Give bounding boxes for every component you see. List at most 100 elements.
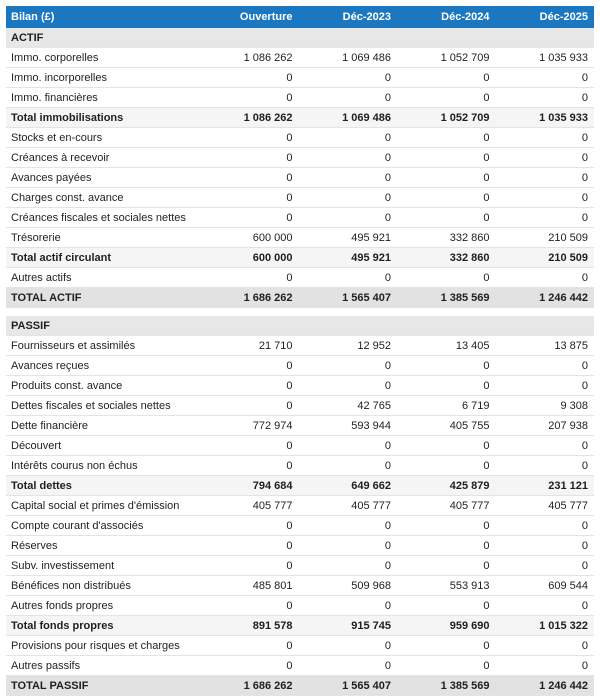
table-row-capital-social-et-primes-d-emission: Capital social et primes d'émission 405 7… xyxy=(6,495,594,516)
cell-value: 0 xyxy=(298,595,397,616)
cell-value: 1 246 442 xyxy=(495,287,594,308)
table-row-actif: ACTIF xyxy=(6,28,594,48)
cell-value: 0 xyxy=(298,207,397,228)
table-row-total-actif: TOTAL ACTIF 1 686 262 1 565 407 1 385 569 1 … xyxy=(6,287,594,308)
cell-value: 13 405 xyxy=(397,335,496,356)
cell-value: 0 xyxy=(200,167,299,188)
column-header-dec-2025: Déc-2025 xyxy=(495,6,594,28)
cell-value xyxy=(397,316,496,336)
table-header-row: Bilan (£) Ouverture Déc-2023 Déc-2024 Dé… xyxy=(6,6,594,28)
table-body: ACTIF Immo. corporelles 1 086 262 1 069 486… xyxy=(6,28,594,696)
spacer-cell xyxy=(6,307,594,316)
row-label: Total actif circulant xyxy=(6,247,200,268)
cell-value: 0 xyxy=(298,187,397,208)
table-row-immo-financieres: Immo. financières 0 0 0 0 xyxy=(6,87,594,108)
cell-value: 405 777 xyxy=(298,495,397,516)
row-label: Dettes fiscales et sociales nettes xyxy=(6,395,200,416)
table-row-benefices-non-distribues: Bénéfices non distribués 485 801 509 968 55… xyxy=(6,575,594,596)
cell-value: 0 xyxy=(298,375,397,396)
cell-value: 0 xyxy=(298,555,397,576)
cell-value: 405 755 xyxy=(397,415,496,436)
cell-value: 21 710 xyxy=(200,335,299,356)
table-row-interets-courus-non-echus: Intérêts courus non échus 0 0 0 0 xyxy=(6,455,594,476)
table-row-total-dettes: Total dettes 794 684 649 662 425 879 231 121 xyxy=(6,475,594,496)
cell-value: 0 xyxy=(495,435,594,456)
cell-value: 915 745 xyxy=(298,615,397,636)
table-row-immo-corporelles: Immo. corporelles 1 086 262 1 069 486 1 052… xyxy=(6,47,594,68)
cell-value: 9 308 xyxy=(495,395,594,416)
row-label: Total immobilisations xyxy=(6,107,200,128)
cell-value: 0 xyxy=(200,655,299,676)
row-label: Intérêts courus non échus xyxy=(6,455,200,476)
row-label: Charges const. avance xyxy=(6,187,200,208)
cell-value: 0 xyxy=(298,267,397,288)
cell-value: 0 xyxy=(397,167,496,188)
cell-value: 231 121 xyxy=(495,475,594,496)
cell-value: 553 913 xyxy=(397,575,496,596)
cell-value: 1 035 933 xyxy=(495,107,594,128)
row-label: Trésorerie xyxy=(6,227,200,248)
table-row-dettes-fiscales-et-sociales-nettes: Dettes fiscales et sociales nettes 0 42 76… xyxy=(6,395,594,416)
cell-value: 6 719 xyxy=(397,395,496,416)
table-row-charges-const-avance: Charges const. avance 0 0 0 0 xyxy=(6,187,594,208)
cell-value: 0 xyxy=(495,67,594,88)
column-header-bilan: Bilan (£) xyxy=(6,6,200,28)
row-label: Stocks et en-cours xyxy=(6,127,200,148)
cell-value: 509 968 xyxy=(298,575,397,596)
table-row-autres-passifs: Autres passifs 0 0 0 0 xyxy=(6,655,594,676)
cell-value xyxy=(200,316,299,336)
row-label: Immo. incorporelles xyxy=(6,67,200,88)
table-row-total-passif: TOTAL PASSIF 1 686 262 1 565 407 1 385 569 1… xyxy=(6,675,594,696)
cell-value: 794 684 xyxy=(200,475,299,496)
table-row-autres-actifs: Autres actifs 0 0 0 0 xyxy=(6,267,594,288)
cell-value: 1 086 262 xyxy=(200,47,299,68)
cell-value: 210 509 xyxy=(495,247,594,268)
cell-value: 1 385 569 xyxy=(397,287,496,308)
row-label: Bénéfices non distribués xyxy=(6,575,200,596)
cell-value xyxy=(200,28,299,48)
cell-value: 0 xyxy=(200,355,299,376)
cell-value: 0 xyxy=(200,187,299,208)
cell-value: 0 xyxy=(298,87,397,108)
cell-value: 0 xyxy=(200,267,299,288)
cell-value: 1 246 442 xyxy=(495,675,594,696)
row-label: Autres fonds propres xyxy=(6,595,200,616)
table-row-avances-payees: Avances payées 0 0 0 0 xyxy=(6,167,594,188)
cell-value: 0 xyxy=(397,67,496,88)
table-row-immo-incorporelles: Immo. incorporelles 0 0 0 0 xyxy=(6,67,594,88)
cell-value: 0 xyxy=(298,127,397,148)
cell-value: 495 921 xyxy=(298,247,397,268)
cell-value: 405 777 xyxy=(200,495,299,516)
table-row-fournisseurs-et-assimiles: Fournisseurs et assimilés 21 710 12 952 13 … xyxy=(6,335,594,356)
cell-value: 1 385 569 xyxy=(397,675,496,696)
cell-value: 0 xyxy=(200,87,299,108)
cell-value: 425 879 xyxy=(397,475,496,496)
row-label: Compte courant d'associés xyxy=(6,515,200,536)
table-row-decouvert: Découvert 0 0 0 0 xyxy=(6,435,594,456)
table-row-autres-fonds-propres: Autres fonds propres 0 0 0 0 xyxy=(6,595,594,616)
cell-value: 405 777 xyxy=(495,495,594,516)
row-label: TOTAL ACTIF xyxy=(6,287,200,308)
cell-value: 0 xyxy=(495,167,594,188)
table-row-passif: PASSIF xyxy=(6,316,594,336)
cell-value: 0 xyxy=(200,515,299,536)
row-label: Dette financière xyxy=(6,415,200,436)
cell-value: 0 xyxy=(298,355,397,376)
row-label: TOTAL PASSIF xyxy=(6,675,200,696)
table-row-total-actif-circulant: Total actif circulant 600 000 495 921 332 8… xyxy=(6,247,594,268)
cell-value: 0 xyxy=(200,595,299,616)
table-row-creances-a-recevoir: Créances à recevoir 0 0 0 0 xyxy=(6,147,594,168)
column-header-ouverture: Ouverture xyxy=(200,6,299,28)
cell-value: 1 565 407 xyxy=(298,287,397,308)
cell-value: 0 xyxy=(200,207,299,228)
cell-value: 0 xyxy=(397,375,496,396)
cell-value: 0 xyxy=(397,267,496,288)
table-row-dette-financiere: Dette financière 772 974 593 944 405 755 207… xyxy=(6,415,594,436)
cell-value: 0 xyxy=(397,435,496,456)
cell-value: 332 860 xyxy=(397,247,496,268)
cell-value: 332 860 xyxy=(397,227,496,248)
balance-sheet-page: Bilan (£) Ouverture Déc-2023 Déc-2024 Dé… xyxy=(6,6,594,696)
cell-value: 0 xyxy=(495,147,594,168)
cell-value: 1 565 407 xyxy=(298,675,397,696)
cell-value: 0 xyxy=(495,187,594,208)
